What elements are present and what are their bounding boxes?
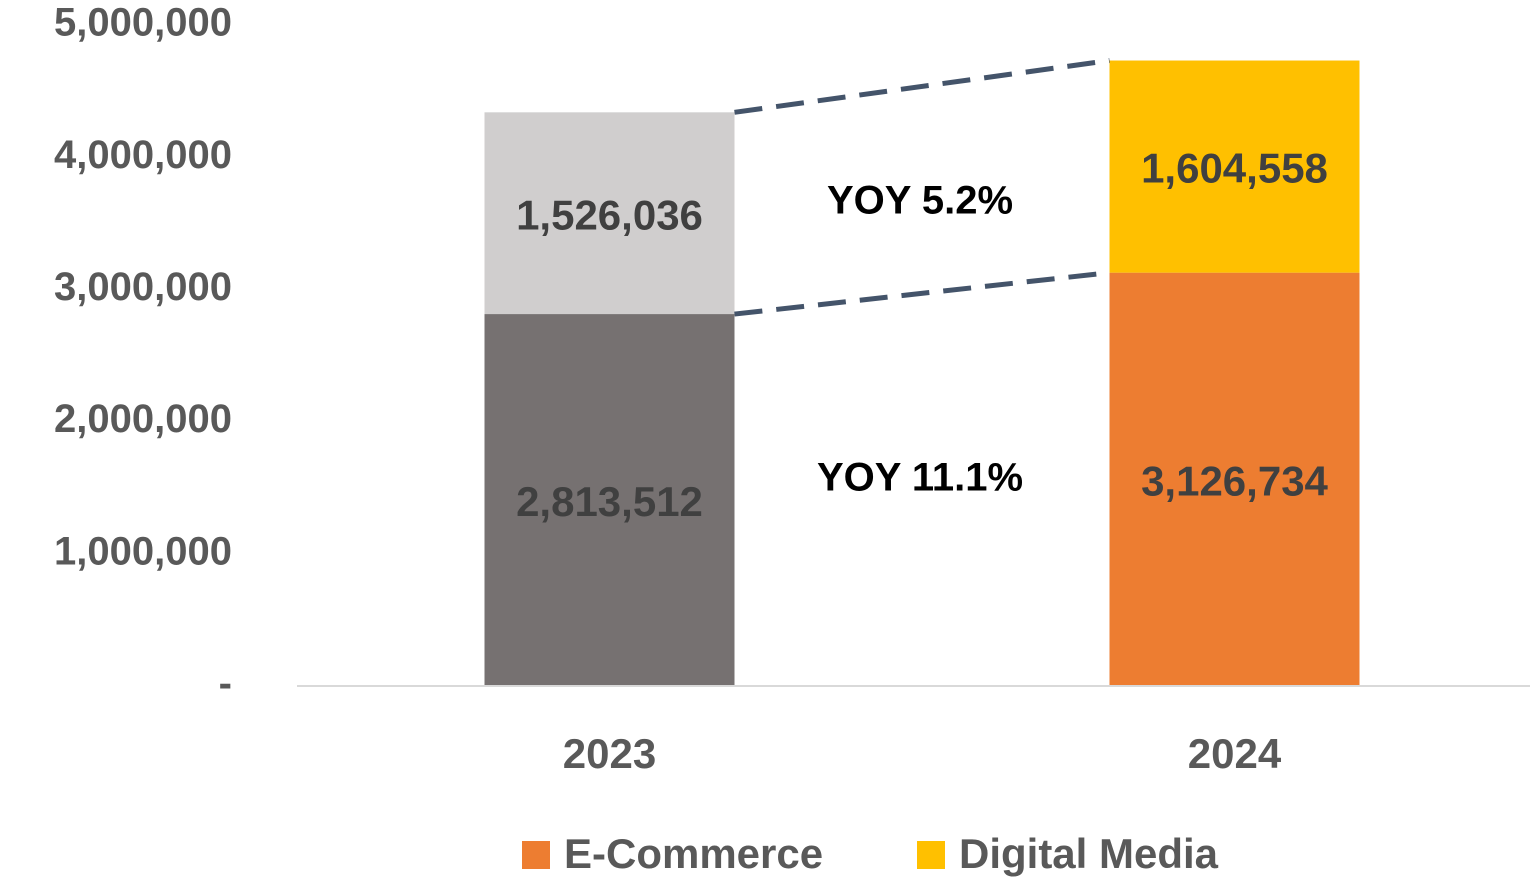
y-tick-label: 2,000,000 (54, 397, 232, 441)
bar-segment (484, 314, 735, 686)
bar-segment (1109, 272, 1360, 686)
data-label: 1,604,558 (1141, 145, 1328, 192)
y-tick-label: - (219, 662, 232, 706)
legend-label: E-Commerce (564, 830, 823, 877)
annotation: YOY 11.1% (817, 456, 1023, 500)
data-label: 3,126,734 (1141, 457, 1328, 504)
legend-swatch (522, 841, 550, 869)
data-label: 2,813,512 (516, 478, 703, 525)
bar-segment (484, 112, 735, 315)
y-tick-label: 3,000,000 (54, 265, 232, 309)
bar-segment (1109, 60, 1360, 273)
data-label: 1,526,036 (516, 191, 703, 238)
x-tick-label: 2023 (563, 730, 656, 777)
y-tick-label: 1,000,000 (54, 529, 232, 573)
y-tick-label: 5,000,000 (54, 1, 232, 45)
connector-line (734, 58, 1110, 115)
y-tick-label: 4,000,000 (54, 133, 232, 177)
legend-swatch (917, 841, 945, 869)
annotation: YOY 5.2% (827, 179, 1013, 223)
legend-label: Digital Media (959, 830, 1219, 877)
x-tick-label: 2024 (1188, 730, 1282, 777)
connector-line (734, 270, 1110, 317)
